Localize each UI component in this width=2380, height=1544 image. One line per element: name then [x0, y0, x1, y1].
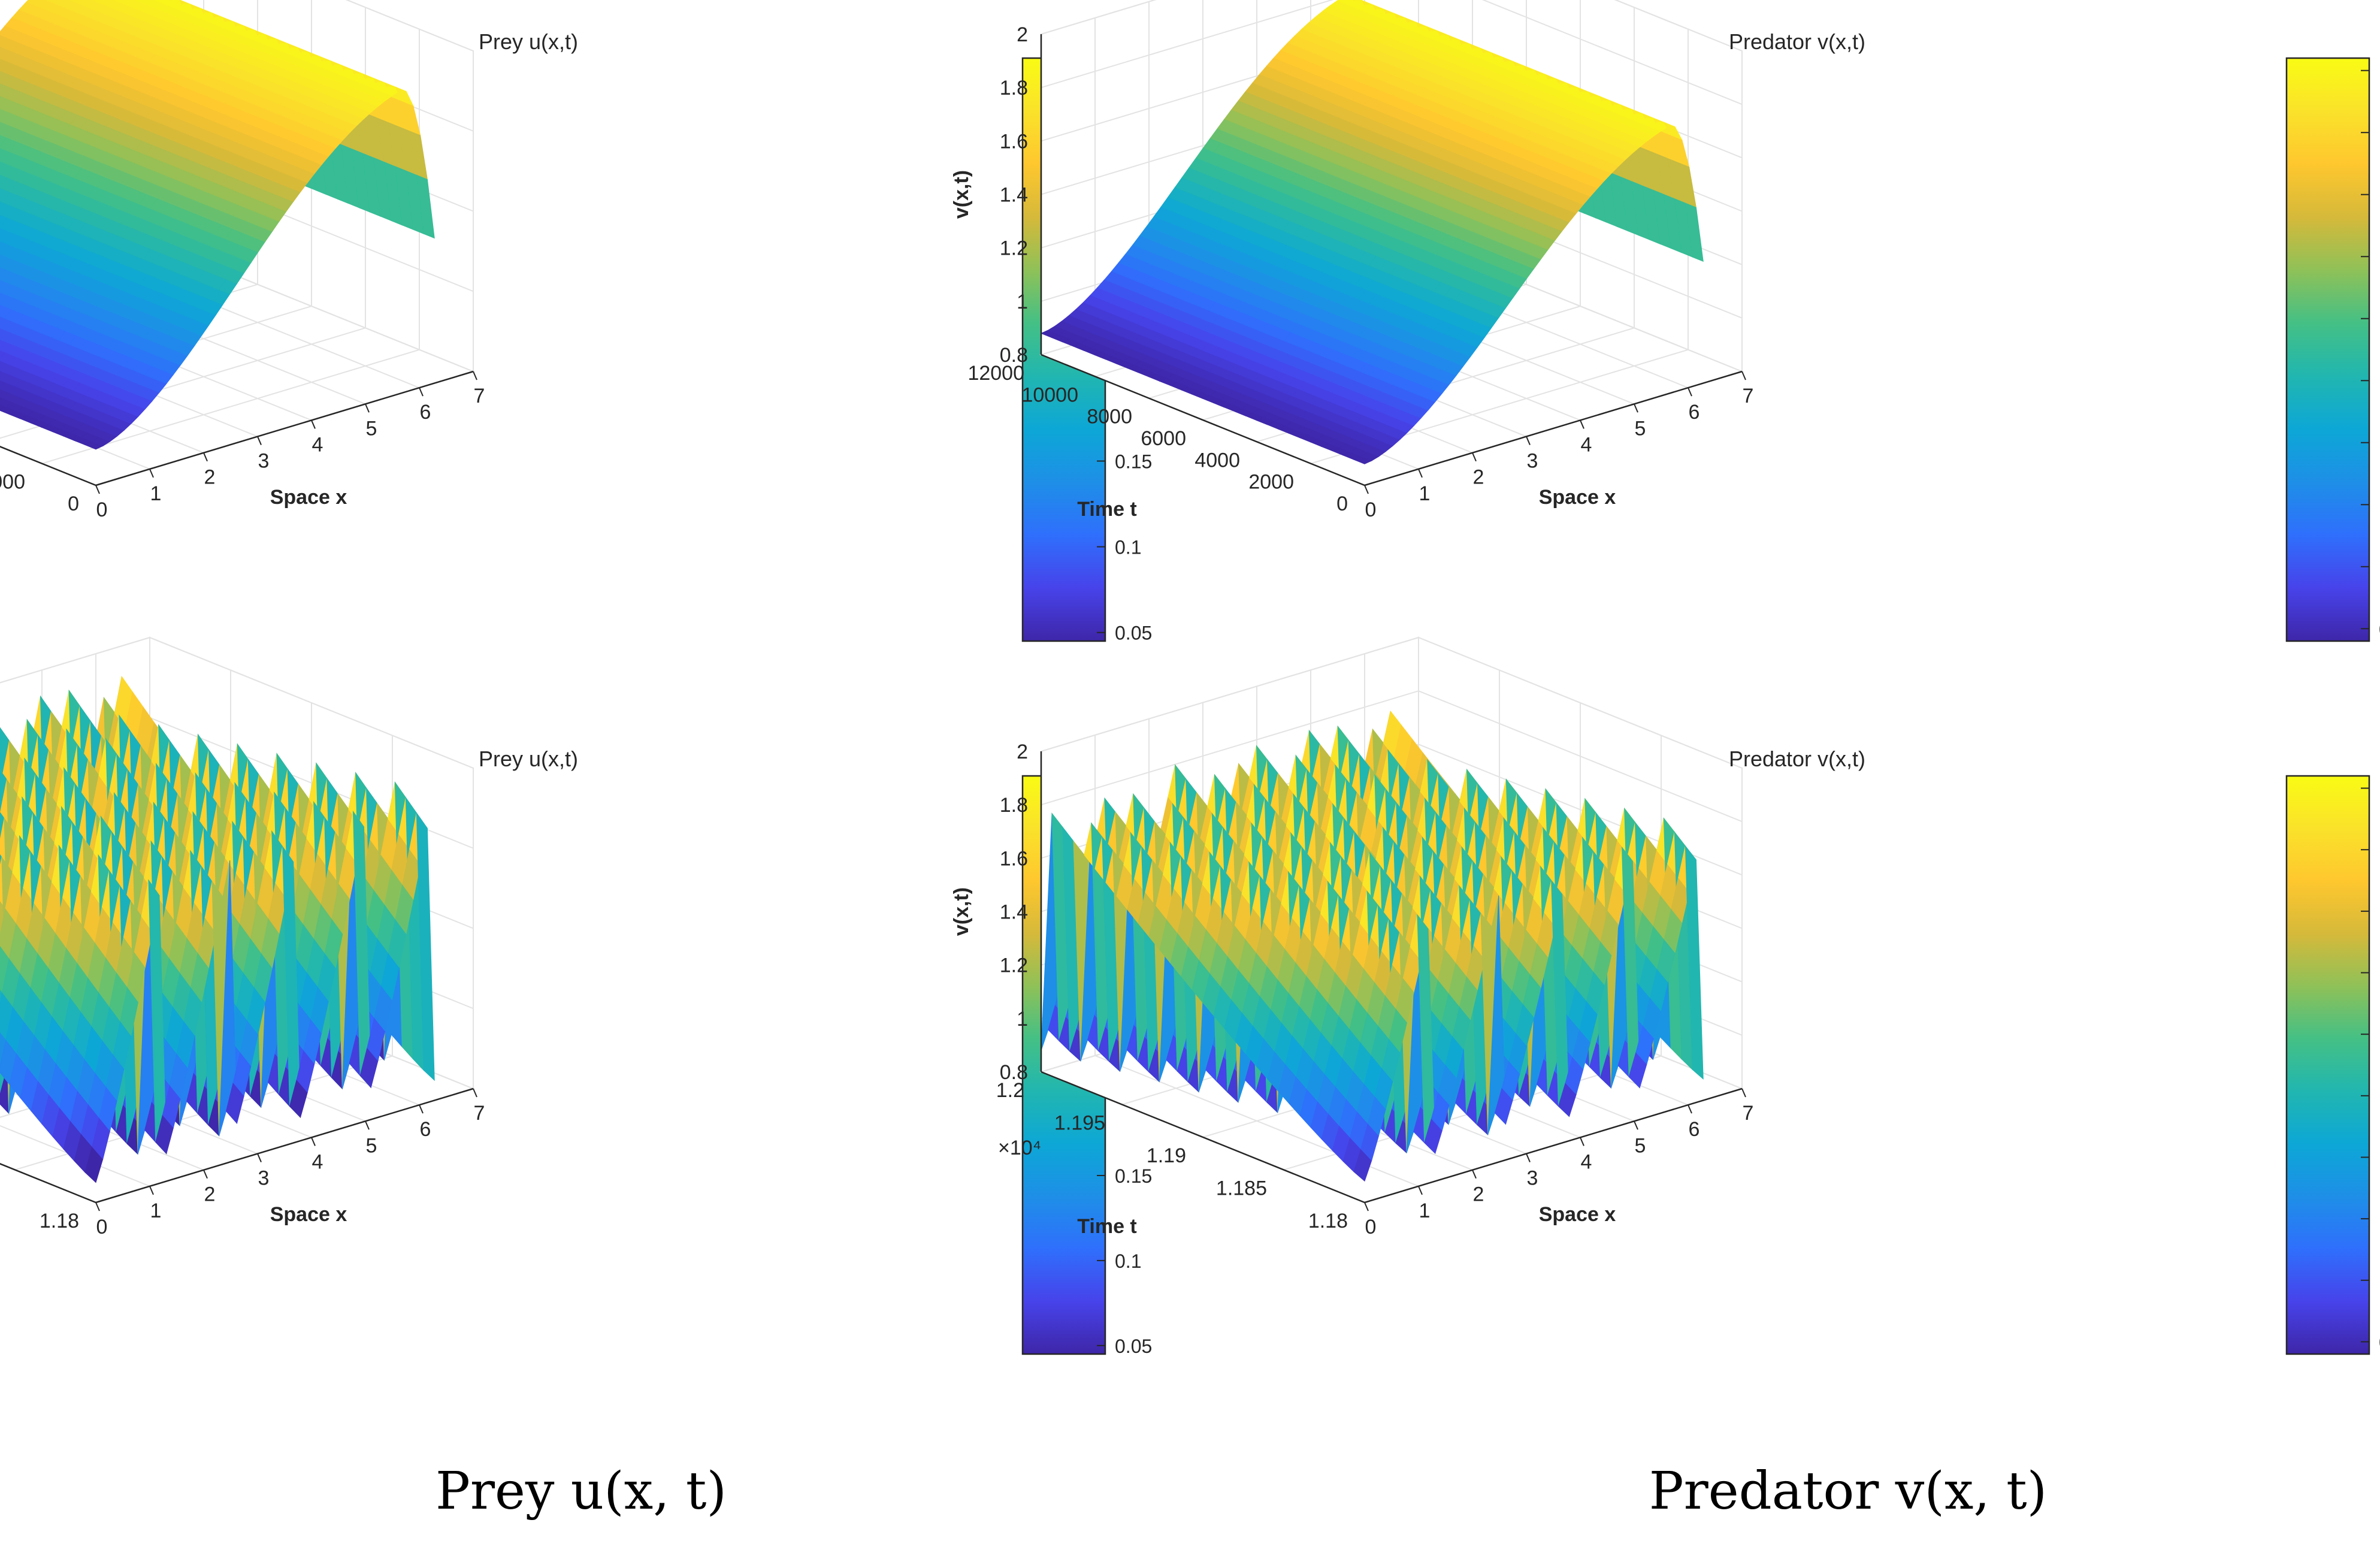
x-tick: [419, 1104, 424, 1114]
x-tick: [149, 469, 154, 478]
x-tick-label: 4: [312, 1150, 323, 1173]
x-tick: [473, 371, 477, 380]
colorbar: [2285, 57, 2370, 642]
surface-patch: [113, 0, 122, 2]
t-tick-label: 1.18: [40, 1210, 79, 1232]
x-tick: [149, 1186, 154, 1195]
x-tick-label: 3: [258, 1167, 270, 1190]
x-tick: [1580, 420, 1584, 429]
x-axis-label: Space x: [270, 486, 347, 509]
x-tick: [203, 1170, 208, 1179]
colorbar-tick-label: 0.05: [1115, 623, 1152, 644]
t-axis-label: Time t: [1077, 498, 1137, 521]
x-tick: [311, 1137, 316, 1146]
z-tick-label: 1.2: [1000, 237, 1028, 260]
x-tick-label: 0: [1365, 498, 1377, 521]
z-tick-label: 2: [1017, 23, 1028, 46]
colorbar-tick-label: 0.15: [1115, 451, 1152, 473]
surface: [1040, 0, 1704, 464]
t-tick-label: 6000: [1141, 427, 1186, 450]
x-tick-label: 7: [474, 1102, 485, 1125]
z-tick-label: 1.6: [1000, 130, 1028, 153]
x-tick-label: 2: [1473, 466, 1484, 489]
t-tick-label: 8000: [1087, 406, 1132, 428]
t-tick-label: 2000: [1248, 471, 1294, 494]
grid-line-z: [1614, 0, 1743, 52]
panel-prey-zoom: 012345671.181.1851.191.1951.200.10.20.30…: [0, 636, 1152, 1357]
x-tick-label: 7: [474, 385, 485, 407]
x-tick-label: 2: [204, 466, 216, 489]
x-tick-label: 1: [150, 482, 162, 505]
grid-line-z: [345, 0, 474, 52]
x-axis-line: [95, 370, 474, 487]
colorbar-tick-label: 0.1: [1115, 1250, 1141, 1272]
x-tick: [419, 387, 424, 397]
colorbar-tick-label: 0.1: [1115, 537, 1141, 558]
surface: [0, 0, 435, 450]
chart-title: Prey u(x,t): [479, 29, 578, 54]
z-tick-label: 0.8: [1000, 344, 1028, 367]
x-tick: [95, 485, 100, 494]
x-tick-label: 2: [204, 1183, 216, 1206]
panel-predator-zoom: 012345671.181.1851.191.1951.20.811.21.41…: [950, 636, 2380, 1355]
panel-predator-long-time: 012345670200040006000800010000120000.811…: [950, 0, 2380, 642]
surface-patch: [416, 174, 435, 239]
x-axis-label: Space x: [1539, 486, 1616, 509]
x-tick: [473, 1088, 477, 1098]
chart-title: Prey u(x,t): [479, 747, 578, 771]
x-tick-label: 5: [366, 417, 377, 440]
colorbar-tick-label: 0.05: [1115, 1335, 1152, 1357]
z-tick-label: 1.4: [1000, 184, 1028, 207]
t-tick-label: 10000: [1021, 383, 1078, 406]
x-tick-label: 7: [1743, 385, 1754, 407]
x-tick-label: 5: [1635, 417, 1646, 440]
x-tick-label: 3: [258, 450, 270, 473]
x-tick: [1741, 371, 1746, 380]
z-tick-label: 1.8: [1000, 77, 1028, 99]
t-tick-label: 4000: [1194, 449, 1240, 472]
grid-line-z: [1481, 0, 1743, 105]
x-tick: [365, 1120, 370, 1130]
panel-prey-long-time: 0123456702000400060008000100001200000.10…: [0, 0, 1152, 644]
x-tick-label: 3: [1527, 450, 1538, 473]
x-tick: [1526, 436, 1531, 445]
x-tick-label: 6: [420, 401, 431, 424]
x-tick-label: 6: [1689, 401, 1700, 424]
z-axis-label: v(x,t): [950, 170, 973, 219]
x-tick: [1472, 452, 1477, 462]
x-tick-label: 4: [312, 433, 323, 456]
x-tick: [257, 1153, 262, 1162]
x-tick-label: 1: [150, 1199, 162, 1222]
x-tick-label: 1: [1419, 482, 1431, 505]
z-tick-label: 1: [1017, 291, 1028, 313]
t-tick-label: 0: [68, 492, 79, 515]
x-tick-label: 5: [366, 1134, 377, 1157]
x-tick-label: 0: [96, 1216, 108, 1238]
colorbar-tick-label: 0.15: [1115, 1165, 1152, 1187]
t-tick-label: 0: [1336, 492, 1348, 515]
grid-line-z: [1041, 0, 1334, 89]
x-tick-label: 4: [1581, 433, 1592, 456]
x-tick-label: 6: [420, 1118, 431, 1141]
t-tick-label: 2000: [0, 471, 25, 494]
x-tick: [1418, 469, 1423, 478]
x-tick: [365, 403, 370, 413]
x-tick: [1364, 485, 1369, 494]
x-tick: [257, 436, 262, 445]
t-axis-line: [0, 446, 96, 487]
chart-title: Predator v(x,t): [1729, 29, 1865, 54]
x-tick-label: 0: [96, 498, 108, 521]
x-tick: [1634, 403, 1638, 413]
x-tick: [95, 1202, 100, 1211]
x-tick: [311, 420, 316, 429]
grid-line-z: [1041, 0, 1157, 35]
x-axis-label: Space x: [270, 1203, 347, 1226]
x-tick: [203, 452, 208, 462]
x-tick: [1688, 387, 1692, 397]
